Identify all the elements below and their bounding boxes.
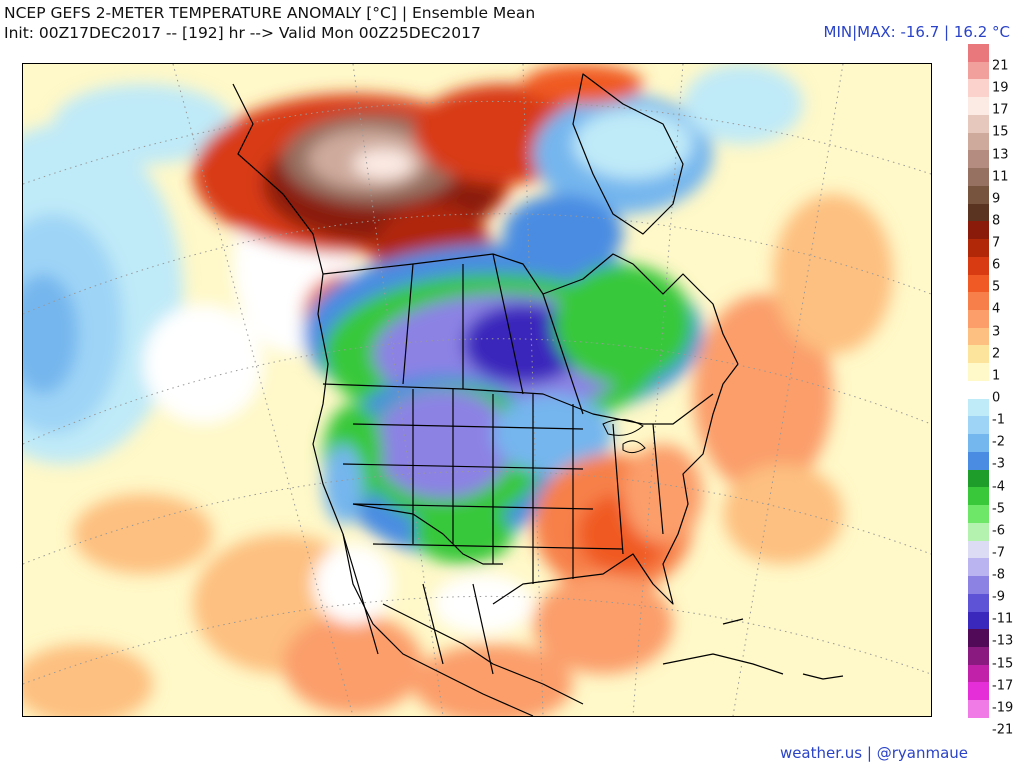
colorbar-swatch	[968, 97, 989, 115]
colorbar-tick-label: -19	[992, 700, 1014, 716]
colorbar-swatch	[968, 646, 989, 665]
colorbar-swatch	[968, 203, 989, 222]
colorbar-tick-label: 21	[992, 58, 1009, 74]
colorbar-tick-label: -17	[992, 678, 1014, 694]
colorbar-swatch	[968, 256, 989, 275]
colorbar-swatch	[968, 292, 989, 311]
colorbar-swatch	[968, 114, 989, 133]
colorbar-tick-label: -5	[992, 501, 1005, 517]
colorbar-swatch	[968, 576, 989, 594]
colorbar-tick-label: -6	[992, 523, 1005, 539]
colorbar-swatch	[968, 469, 989, 488]
colorbar-tick-label: -3	[992, 456, 1005, 472]
colorbar-swatch	[968, 274, 989, 293]
colorbar-tick-label: 8	[992, 213, 1001, 229]
colorbar-tick-label: -1	[992, 412, 1005, 428]
title-line-1: NCEP GEFS 2-METER TEMPERATURE ANOMALY [°…	[4, 4, 536, 22]
map-canvas	[23, 64, 931, 716]
colorbar	[968, 44, 989, 718]
colorbar-swatch	[968, 168, 989, 186]
colorbar-tick-label: -15	[992, 656, 1014, 672]
map-title: NCEP GEFS 2-METER TEMPERATURE ANOMALY [°…	[4, 3, 535, 43]
colorbar-swatch	[968, 700, 989, 718]
colorbar-tick-label: -7	[992, 545, 1005, 561]
colorbar-tick-label: 7	[992, 235, 1001, 251]
credit-text: weather.us | @ryanmaue	[779, 744, 968, 762]
colorbar-tick-label: 1	[992, 368, 1001, 384]
colorbar-swatch	[968, 398, 989, 417]
colorbar-swatch	[968, 310, 989, 328]
min-max-readout: MIN|MAX: -16.7 | 16.2 °C	[823, 23, 1010, 41]
colorbar-swatch	[968, 682, 989, 701]
title-line-2: Init: 00Z17DEC2017 -- [192] hr --> Valid…	[4, 24, 481, 42]
colorbar-tick-label: 0	[992, 390, 1001, 406]
temperature-anomaly-map	[22, 63, 932, 717]
colorbar-tick-label: 13	[992, 147, 1009, 163]
colorbar-tick-label: 17	[992, 102, 1009, 118]
colorbar-swatch	[968, 221, 989, 240]
colorbar-swatch	[968, 593, 989, 612]
colorbar-swatch	[968, 487, 989, 506]
colorbar-swatch	[968, 363, 989, 381]
colorbar-tick-label: -21	[992, 722, 1014, 738]
colorbar-tick-label: 4	[992, 301, 1001, 317]
colorbar-swatch	[968, 611, 989, 630]
colorbar-swatch	[968, 664, 989, 683]
colorbar-tick-label: -2	[992, 434, 1005, 450]
colorbar-swatch	[968, 380, 989, 399]
colorbar-swatch	[968, 61, 989, 80]
colorbar-tick-label: -11	[992, 611, 1014, 627]
colorbar-tick-label: 11	[992, 169, 1009, 185]
colorbar-tick-label: 19	[992, 80, 1009, 96]
colorbar-tick-label: 2	[992, 346, 1001, 362]
colorbar-swatch	[968, 327, 989, 346]
colorbar-swatch	[968, 505, 989, 523]
colorbar-swatch	[968, 345, 989, 364]
colorbar-tick-label: 9	[992, 191, 1001, 207]
colorbar-swatch	[968, 44, 989, 62]
colorbar-swatch	[968, 540, 989, 559]
colorbar-swatch	[968, 239, 989, 257]
colorbar-swatch	[968, 185, 989, 204]
colorbar-tick-label: 15	[992, 124, 1009, 140]
colorbar-swatch	[968, 629, 989, 647]
colorbar-tick-label: -4	[992, 479, 1005, 495]
colorbar-tick-label: 3	[992, 324, 1001, 340]
colorbar-tick-label: 5	[992, 279, 1001, 295]
colorbar-swatch	[968, 558, 989, 577]
colorbar-swatch	[968, 79, 989, 98]
colorbar-swatch	[968, 434, 989, 452]
colorbar-tick-label: -13	[992, 633, 1014, 649]
colorbar-swatch	[968, 416, 989, 435]
colorbar-tick-label: -9	[992, 589, 1005, 605]
colorbar-tick-label: -8	[992, 567, 1005, 583]
colorbar-tick-label: 6	[992, 257, 1001, 273]
colorbar-swatch	[968, 132, 989, 151]
colorbar-swatch	[968, 150, 989, 169]
colorbar-swatch	[968, 522, 989, 541]
colorbar-swatch	[968, 451, 989, 470]
